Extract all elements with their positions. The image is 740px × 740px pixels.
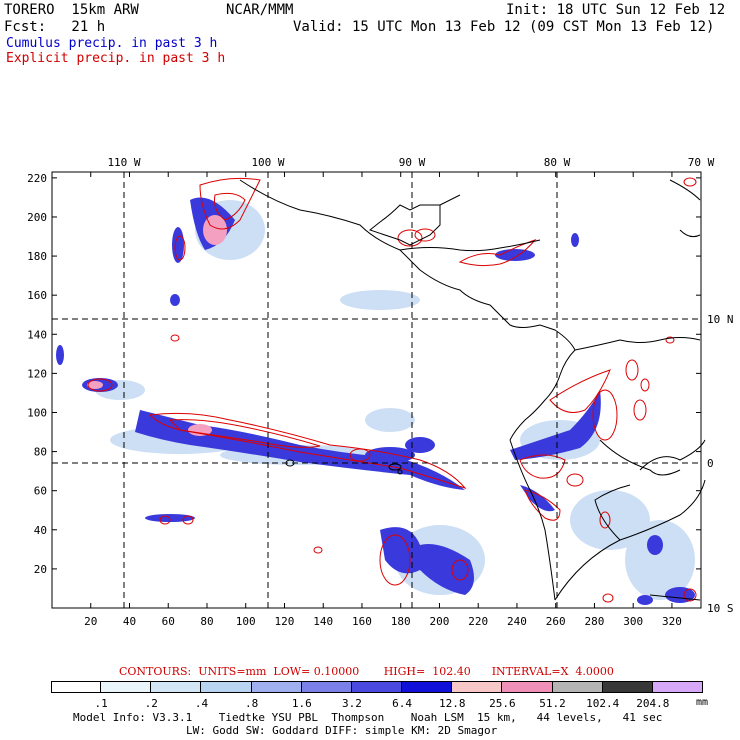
y-tick-label: 40 bbox=[34, 524, 47, 537]
longitude-label: 100 W bbox=[251, 156, 284, 169]
colorbar-label: .4 bbox=[194, 697, 209, 710]
explicit-precip-contours bbox=[87, 177, 697, 603]
colorbar-label: 6.4 bbox=[392, 697, 412, 710]
colorbar-swatch bbox=[151, 681, 202, 693]
colorbar-swatch bbox=[452, 681, 503, 693]
x-tick-label: 40 bbox=[123, 615, 136, 628]
colorbar-label: 204.8 bbox=[636, 697, 670, 710]
colorbar-label: 1.6 bbox=[291, 697, 312, 710]
map-frame bbox=[51, 171, 702, 609]
x-tick-label: 200 bbox=[430, 615, 450, 628]
axis-tick-labels: 20 40 60 80 100 120 140 160 180 200 220 240 260 280 30… bbox=[27, 156, 733, 628]
heavy-precip bbox=[87, 215, 227, 436]
y-tick-label: 60 bbox=[34, 485, 47, 498]
y-tick-label: 140 bbox=[27, 328, 47, 341]
colorbar-swatch bbox=[51, 681, 102, 693]
model-title: TORERO 15km ARW bbox=[4, 2, 139, 18]
colorbar-swatch bbox=[201, 681, 252, 693]
longitude-label: 80 W bbox=[544, 156, 571, 169]
y-tick-label: 20 bbox=[34, 563, 47, 576]
lat-lon-grid bbox=[52, 172, 701, 608]
y-tick-label: 200 bbox=[27, 211, 47, 224]
x-tick-label: 20 bbox=[84, 615, 97, 628]
colorbar-swatch bbox=[552, 681, 603, 693]
longitude-label: 70 W bbox=[688, 156, 715, 169]
x-tick-label: 240 bbox=[507, 615, 527, 628]
init-time: Init: 18 UTC Sun 12 Feb 12 bbox=[506, 2, 726, 18]
center-name: NCAR/MMM bbox=[226, 2, 294, 18]
colorbar-label: .2 bbox=[144, 697, 158, 710]
latitude-label: 0 bbox=[707, 457, 714, 470]
x-tick-label: 160 bbox=[352, 615, 372, 628]
longitude-label: 90 W bbox=[399, 156, 426, 169]
x-tick-label: 220 bbox=[468, 615, 488, 628]
colorbar-swatch bbox=[402, 681, 453, 693]
colorbar-swatch bbox=[602, 681, 653, 693]
y-tick-label: 100 bbox=[27, 406, 47, 419]
y-tick-label: 180 bbox=[27, 250, 47, 263]
colorbar-swatch bbox=[301, 681, 352, 693]
colorbar-label: 3.2 bbox=[341, 697, 362, 710]
x-tick-label: 120 bbox=[275, 615, 295, 628]
colorbar-label: 25.6 bbox=[489, 697, 516, 710]
x-tick-label: 280 bbox=[585, 615, 605, 628]
forecast-hour: Fcst: 21 h bbox=[4, 19, 106, 35]
colorbar-label: 12.8 bbox=[438, 697, 466, 710]
colorbar-label: 102.4 bbox=[586, 697, 620, 710]
colorbar-label: .1 bbox=[94, 697, 108, 710]
x-tick-label: 320 bbox=[662, 615, 682, 628]
colorbar-swatch bbox=[502, 681, 553, 693]
x-tick-label: 300 bbox=[623, 615, 643, 628]
latitude-label: 10 N bbox=[707, 313, 734, 326]
latitude-label: 10 S bbox=[707, 602, 734, 615]
x-tick-label: 100 bbox=[236, 615, 256, 628]
colorbar-label: 51.2 bbox=[539, 697, 566, 710]
colorbar-swatch bbox=[652, 681, 703, 693]
x-tick-label: 260 bbox=[546, 615, 566, 628]
y-tick-label: 160 bbox=[27, 289, 47, 302]
legend-cumulus: Cumulus precip. in past 3 h bbox=[6, 36, 218, 51]
colorbar-swatch bbox=[101, 681, 152, 693]
colorbar-label: .8 bbox=[244, 697, 259, 710]
valid-time: Valid: 15 UTC Mon 13 Feb 12 (09 CST Mon … bbox=[293, 19, 715, 35]
y-tick-label: 220 bbox=[27, 172, 47, 185]
model-info-line1: Model Info: V3.3.1 Tiedtke YSU PBL Thomp… bbox=[73, 711, 663, 724]
contours-info: CONTOURS: UNITS=mm LOW= 0.10000 HIGH= 10… bbox=[119, 665, 614, 678]
axis-ticks bbox=[52, 172, 701, 608]
y-tick-label: 80 bbox=[34, 446, 47, 459]
model-info-line2: LW: Godd SW: Goddard DIFF: simple KM: 2D… bbox=[186, 724, 498, 737]
colorbar-swatch bbox=[351, 681, 403, 693]
x-tick-label: 60 bbox=[162, 615, 175, 628]
x-tick-label: 80 bbox=[200, 615, 213, 628]
y-tick-label: 120 bbox=[27, 367, 47, 380]
colorbar-swatch bbox=[251, 681, 302, 693]
x-tick-label: 140 bbox=[313, 615, 333, 628]
x-tick-label: 180 bbox=[391, 615, 411, 628]
longitude-label: 110 W bbox=[107, 156, 140, 169]
coastlines bbox=[239, 179, 706, 601]
colorbar-unit: mm bbox=[696, 697, 709, 708]
legend-explicit: Explicit precip. in past 3 h bbox=[6, 51, 226, 66]
